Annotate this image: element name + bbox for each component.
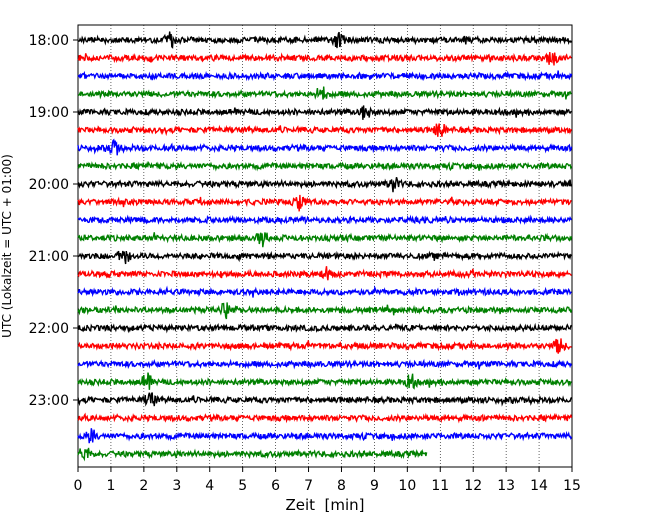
x-tick-label: 5 xyxy=(238,478,247,494)
trace-line xyxy=(78,86,572,100)
x-tick-label: 14 xyxy=(530,478,548,494)
x-tick-label: 4 xyxy=(205,478,214,494)
x-tick-label: 12 xyxy=(464,478,482,494)
trace-line xyxy=(77,31,573,49)
y-tick-label: 20:00 xyxy=(29,177,69,193)
trace-line xyxy=(77,51,572,66)
y-tick-label: 18:00 xyxy=(29,33,69,49)
x-tick-label: 2 xyxy=(139,478,148,494)
trace-line xyxy=(77,70,573,82)
trace-line xyxy=(77,392,573,407)
x-tick-label: 8 xyxy=(337,478,346,494)
x-tick-label: 9 xyxy=(370,478,379,494)
x-tick-label: 10 xyxy=(398,478,416,494)
trace-line xyxy=(77,160,573,172)
x-tick-label: 7 xyxy=(304,478,313,494)
x-tick-label: 6 xyxy=(271,478,280,494)
x-tick-label: 0 xyxy=(74,478,83,494)
trace-line xyxy=(77,358,573,370)
y-tick-label: 22:00 xyxy=(29,321,69,337)
y-tick-label: 23:00 xyxy=(29,393,69,409)
x-axis: 0 1 2 3 4 5 6 7 8 9 10 11 12 13 14 15 xyxy=(74,467,581,494)
trace-line xyxy=(77,176,573,193)
x-axis-label: Zeit [min] xyxy=(285,496,364,514)
trace-line xyxy=(77,372,572,390)
trace-line xyxy=(77,250,572,265)
y-tick-label: 19:00 xyxy=(29,105,69,121)
trace-line xyxy=(77,214,573,226)
traces xyxy=(77,31,573,462)
trace-line xyxy=(77,232,573,248)
trace-line xyxy=(77,285,572,298)
trace-line xyxy=(77,138,573,156)
x-tick-label: 3 xyxy=(172,478,181,494)
y-tick-label: 21:00 xyxy=(29,249,69,265)
plot-area xyxy=(77,24,573,468)
y-axis-label: UTC (Lokalzeit = UTC + 01:00) xyxy=(0,154,14,338)
trace-line xyxy=(77,194,572,212)
x-tick-label: 11 xyxy=(431,478,449,494)
trace-line xyxy=(77,338,572,354)
trace-line xyxy=(77,105,572,120)
trace-line xyxy=(77,412,573,424)
x-tick-label: 15 xyxy=(563,478,581,494)
y-axis: 18:00 19:00 20:00 21:00 22:00 23:00 xyxy=(29,33,78,409)
trace-line xyxy=(77,266,572,281)
x-tick-label: 1 xyxy=(106,478,115,494)
trace-line xyxy=(77,322,572,334)
x-tick-label: 13 xyxy=(497,478,515,494)
trace-line xyxy=(77,123,573,137)
trace-line xyxy=(77,447,428,462)
trace-line xyxy=(77,428,573,444)
trace-line xyxy=(77,302,573,320)
